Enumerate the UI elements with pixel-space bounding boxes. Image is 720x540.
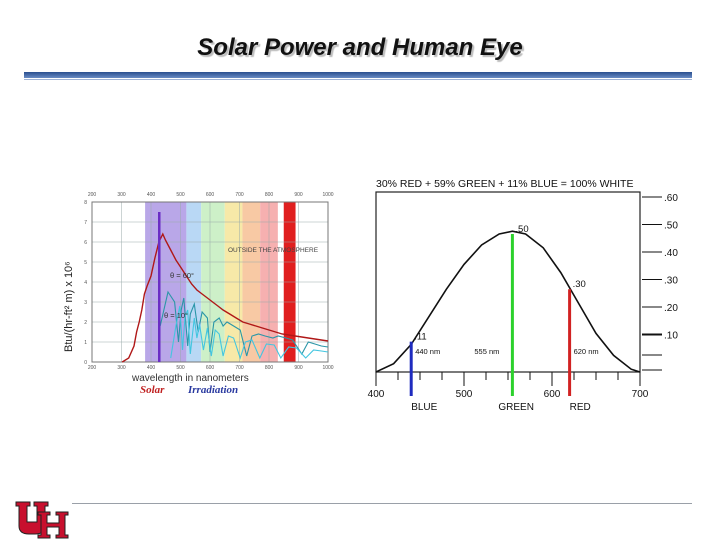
solar-series-line	[121, 232, 329, 363]
solar-x-tick-label: 300	[117, 365, 126, 371]
solar-x-tick-label: 300	[117, 192, 126, 198]
solar-y-tick-label: 3	[84, 300, 87, 306]
solar-x-tick-label: 900	[294, 192, 303, 198]
solar-y-tick-label: 7	[84, 220, 87, 226]
solar-x-tick-label: 400	[147, 365, 156, 371]
footer-rule	[72, 503, 692, 504]
solar-irradiation-chart: 200 200 300 300 400 400 500 500 600 600 700 700 800 8…	[63, 192, 334, 396]
eye-right-tick-label: .50	[664, 221, 678, 232]
solar-series-line	[159, 290, 329, 357]
eye-band-label: GREEN	[498, 402, 534, 413]
solar-x-tick-label: 600	[206, 365, 215, 371]
solar-y-axis-label: Btu/(hr-ft² m) x 10⁶	[63, 261, 75, 352]
solar-x-tick-label: 500	[176, 365, 185, 371]
uh-logo-icon	[15, 501, 69, 539]
annotation-atmosphere: OUTSIDE THE ATMOSPHERE	[228, 247, 319, 254]
eye-right-tick-label: .20	[664, 303, 678, 314]
solar-y-tick-label: 0	[84, 360, 87, 366]
solar-plot-frame	[91, 201, 329, 363]
solar-x-tick-label: 200	[88, 192, 97, 198]
eye-marker-value-label: .50	[515, 224, 528, 235]
solar-x-tick-label: 700	[235, 365, 244, 371]
slide-title: Solar Power and Human Eye	[197, 34, 523, 61]
eye-right-tick-label: .40	[664, 248, 678, 259]
eye-right-tick-label: .60	[664, 193, 678, 204]
solar-x-tick-label: 1000	[322, 365, 333, 371]
solar-x-axis-label: wavelength in nanometers	[131, 373, 249, 384]
solar-series-line	[170, 305, 329, 360]
eye-marker-value-label: .11	[414, 332, 427, 343]
solar-y-tick-label: 8	[84, 200, 87, 206]
solar-x-tick-label: 700	[235, 192, 244, 198]
title-underline-thin	[24, 79, 692, 80]
solar-x-tick-label: 400	[147, 192, 156, 198]
eye-x-tick-label: 600	[544, 389, 561, 400]
eye-sensitivity-chart: 30% RED + 59% GREEN + 11% BLUE = 100% WH…	[368, 174, 698, 413]
solar-x-tick-label: 800	[265, 365, 274, 371]
eye-plot-frame	[375, 191, 641, 373]
solar-x-tick-label: 500	[176, 192, 185, 198]
annotation-theta-10: θ = 10°	[164, 311, 188, 320]
eye-marker-nm-label: 555 nm	[474, 347, 499, 356]
eye-band-label: BLUE	[411, 402, 437, 413]
eye-right-tick-label: .30	[664, 276, 678, 287]
solar-caption-word-2: Irradiation	[187, 384, 238, 396]
eye-x-tick-label: 700	[632, 389, 649, 400]
solar-y-tick-label: 6	[84, 240, 87, 246]
eye-marker-value-label: .30	[573, 279, 586, 290]
solar-y-tick-label: 2	[84, 320, 87, 326]
solar-y-tick-label: 5	[84, 260, 87, 266]
eye-right-tick-label: .10	[664, 331, 678, 342]
eye-marker-nm-label: 620 nm	[574, 347, 599, 356]
eye-x-tick-label: 500	[456, 389, 473, 400]
eye-sensitivity-curve	[375, 230, 641, 373]
solar-caption-word-1: Solar	[140, 384, 165, 396]
solar-x-tick-label: 800	[265, 192, 274, 198]
eye-x-tick-label: 400	[368, 389, 385, 400]
annotation-theta-60: θ = 60°	[170, 271, 194, 280]
solar-x-tick-label: 900	[294, 365, 303, 371]
solar-x-tick-label: 200	[88, 365, 97, 371]
solar-y-tick-label: 4	[84, 280, 87, 286]
solar-x-tick-label: 600	[206, 192, 215, 198]
eye-chart-title: 30% RED + 59% GREEN + 11% BLUE = 100% WH…	[376, 178, 633, 190]
solar-x-tick-label: 1000	[322, 192, 333, 198]
title-underline	[24, 72, 692, 78]
solar-y-tick-label: 1	[84, 340, 87, 346]
eye-marker-nm-label: 440 nm	[415, 347, 440, 356]
eye-band-label: RED	[570, 402, 591, 413]
